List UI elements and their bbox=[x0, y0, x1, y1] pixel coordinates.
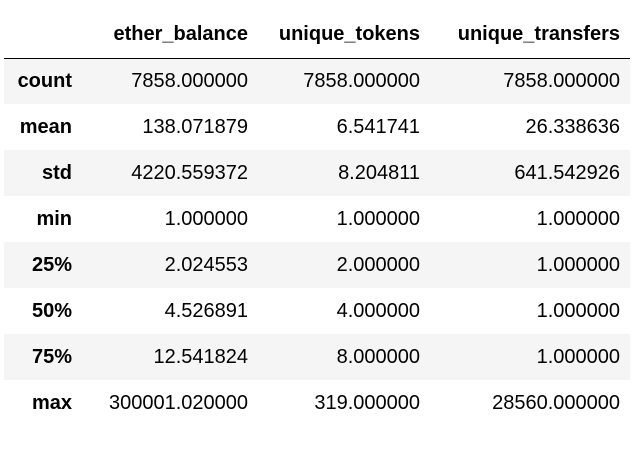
table-row: 75% 12.541824 8.000000 1.000000 bbox=[4, 334, 630, 380]
table-row: min 1.000000 1.000000 1.000000 bbox=[4, 196, 630, 242]
index-header bbox=[4, 12, 86, 58]
table-cell: 6.541741 bbox=[336, 115, 420, 138]
table-cell: 1.000000 bbox=[336, 207, 420, 230]
row-label: max bbox=[31, 391, 72, 414]
table-cell: 4.526891 bbox=[164, 299, 248, 322]
table-cell: 319.000000 bbox=[314, 391, 420, 414]
table-cell: 28560.000000 bbox=[492, 391, 620, 414]
row-label: count bbox=[17, 69, 72, 92]
column-header-unique-transfers: unique_transfers bbox=[457, 23, 620, 46]
table-cell: 7858.000000 bbox=[303, 69, 420, 92]
table-cell: 641.542926 bbox=[514, 161, 620, 184]
table-cell: 1.000000 bbox=[536, 253, 620, 276]
row-label: min bbox=[36, 207, 72, 230]
table-cell: 300001.020000 bbox=[108, 391, 248, 414]
row-label: mean bbox=[19, 115, 72, 138]
table-cell: 1.000000 bbox=[536, 207, 620, 230]
table-cell: 8.204811 bbox=[338, 161, 420, 184]
table-row: count 7858.000000 7858.000000 7858.00000… bbox=[4, 58, 630, 104]
table-cell: 2.000000 bbox=[336, 253, 420, 276]
table-row: 25% 2.024553 2.000000 1.000000 bbox=[4, 242, 630, 288]
table-cell: 8.000000 bbox=[336, 345, 420, 368]
row-label: std bbox=[42, 161, 72, 184]
table-cell: 12.541824 bbox=[153, 345, 248, 368]
table-cell: 1.000000 bbox=[536, 299, 620, 322]
row-label: 50% bbox=[31, 299, 72, 322]
table-cell: 2.024553 bbox=[164, 253, 248, 276]
table-cell: 7858.000000 bbox=[131, 69, 248, 92]
row-label: 75% bbox=[31, 345, 72, 368]
table-cell: 138.071879 bbox=[142, 115, 248, 138]
table-body: count 7858.000000 7858.000000 7858.00000… bbox=[4, 58, 630, 426]
table-cell: 1.000000 bbox=[536, 345, 620, 368]
table-row: max 300001.020000 319.000000 28560.00000… bbox=[4, 380, 630, 426]
table-cell: 4220.559372 bbox=[131, 161, 248, 184]
column-header-unique-tokens: unique_tokens bbox=[278, 23, 420, 46]
table-cell: 26.338636 bbox=[525, 115, 620, 138]
table-header: ether_balance unique_tokens unique_trans… bbox=[4, 12, 630, 58]
column-header-ether-balance: ether_balance bbox=[113, 23, 248, 46]
table-cell: 4.000000 bbox=[336, 299, 420, 322]
table-row: mean 138.071879 6.541741 26.338636 bbox=[4, 104, 630, 150]
describe-table: ether_balance unique_tokens unique_trans… bbox=[4, 12, 630, 426]
table-cell: 7858.000000 bbox=[503, 69, 620, 92]
table-cell: 1.000000 bbox=[164, 207, 248, 230]
table-row: std 4220.559372 8.204811 641.542926 bbox=[4, 150, 630, 196]
row-label: 25% bbox=[31, 253, 72, 276]
table-row: 50% 4.526891 4.000000 1.000000 bbox=[4, 288, 630, 334]
header-row: ether_balance unique_tokens unique_trans… bbox=[4, 12, 630, 58]
